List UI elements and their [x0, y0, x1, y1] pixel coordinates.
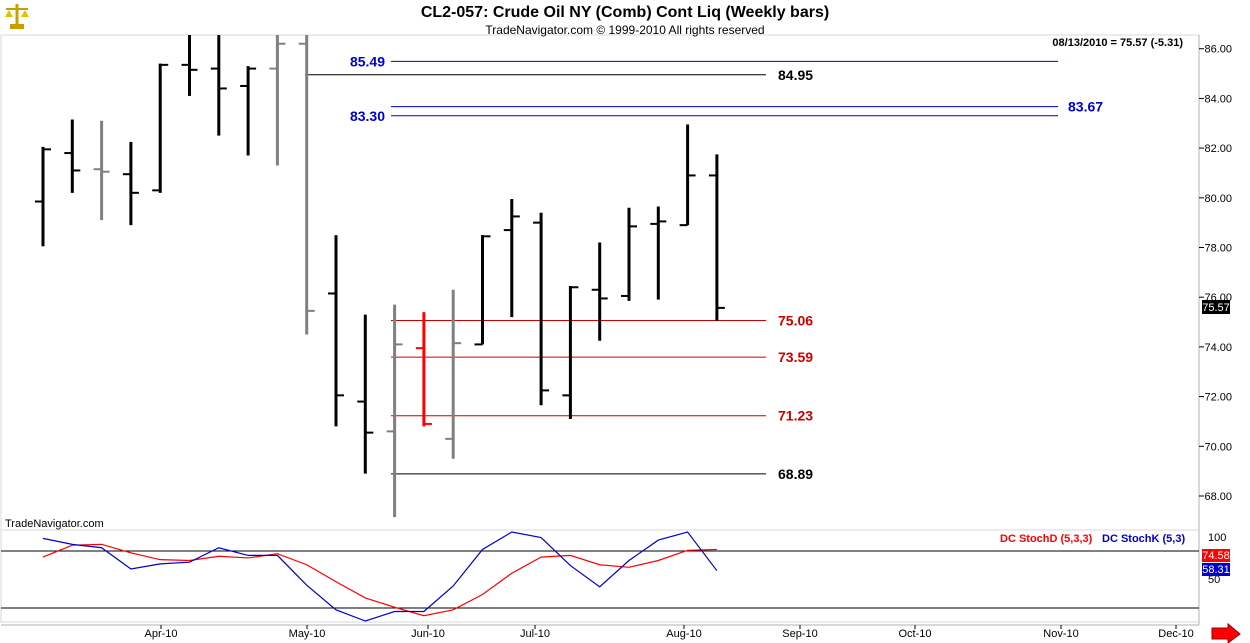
watermark: TradeNavigator.com	[5, 518, 104, 530]
level-label: 85.49	[350, 53, 385, 69]
y-tick-label: 86.00	[1204, 44, 1232, 56]
y-tick-label: 74.00	[1204, 342, 1232, 354]
x-axis: Apr-10 May-10 Jun-10 Jul-10 Aug-10 Sep-10 Oct-…	[144, 625, 1194, 640]
level-label: 68.89	[778, 466, 813, 482]
chart-title: CL2-057: Crude Oil NY (Comb) Cont Liq (W…	[421, 4, 829, 21]
level-label: 83.67	[1068, 99, 1103, 115]
x-tick-label: Aug-10	[666, 628, 701, 640]
y-axis: 68.0070.0072.0074.0076.0078.0080.0082.00…	[1199, 44, 1232, 503]
level-label: 71.23	[778, 408, 813, 424]
y-tick-label: 80.00	[1204, 193, 1232, 205]
y-tick-label: 84.00	[1204, 93, 1232, 105]
stochD-badge-label: 74.58	[1202, 550, 1230, 562]
stoch-tick-50: 50	[1208, 574, 1220, 586]
last-price-label: 75.57	[1202, 302, 1230, 314]
y-tick-label: 70.00	[1204, 441, 1232, 453]
x-tick-label: Jun-10	[411, 628, 445, 640]
right-arrow-icon[interactable]	[1211, 622, 1241, 643]
x-tick-label: Jul-10	[520, 628, 550, 640]
stochD-badge	[1202, 549, 1230, 562]
y-tick-label: 72.00	[1204, 392, 1232, 404]
last-price-badge	[1202, 300, 1230, 314]
chart-subtitle: TradeNavigator.com © 1999-2010 All right…	[485, 23, 764, 37]
stochK-badge	[1202, 563, 1230, 576]
stoch-layer	[42, 531, 718, 622]
bars-layer	[35, 35, 725, 518]
legend-stochD: DC StochD (5,3,3)	[1000, 533, 1093, 545]
x-tick-label: Sep-10	[782, 628, 817, 640]
stoch-line	[42, 531, 718, 622]
x-tick-label: Oct-10	[898, 628, 931, 640]
status-readout: 08/13/2010 = 75.57 (-5.31)	[1052, 37, 1183, 49]
x-tick-label: Nov-10	[1043, 628, 1078, 640]
stochK-badge-label: 58.31	[1202, 564, 1230, 576]
y-tick-label: 78.00	[1204, 243, 1232, 255]
level-label: 84.95	[778, 67, 813, 83]
x-tick-label: Dec-10	[1158, 628, 1193, 640]
legend-stochK: DC StochK (5,3)	[1102, 533, 1185, 545]
y-tick-label: 68.00	[1204, 491, 1232, 503]
x-tick-label: May-10	[289, 628, 326, 640]
scales-logo-icon	[5, 4, 29, 29]
level-label: 83.30	[350, 108, 385, 124]
y-tick-label: 82.00	[1204, 143, 1232, 155]
stoch-line	[42, 543, 717, 617]
stoch-tick-100: 100	[1208, 532, 1226, 544]
level-label: 75.06	[778, 313, 813, 329]
level-label: 73.59	[778, 349, 813, 365]
x-tick-label: Apr-10	[144, 628, 177, 640]
